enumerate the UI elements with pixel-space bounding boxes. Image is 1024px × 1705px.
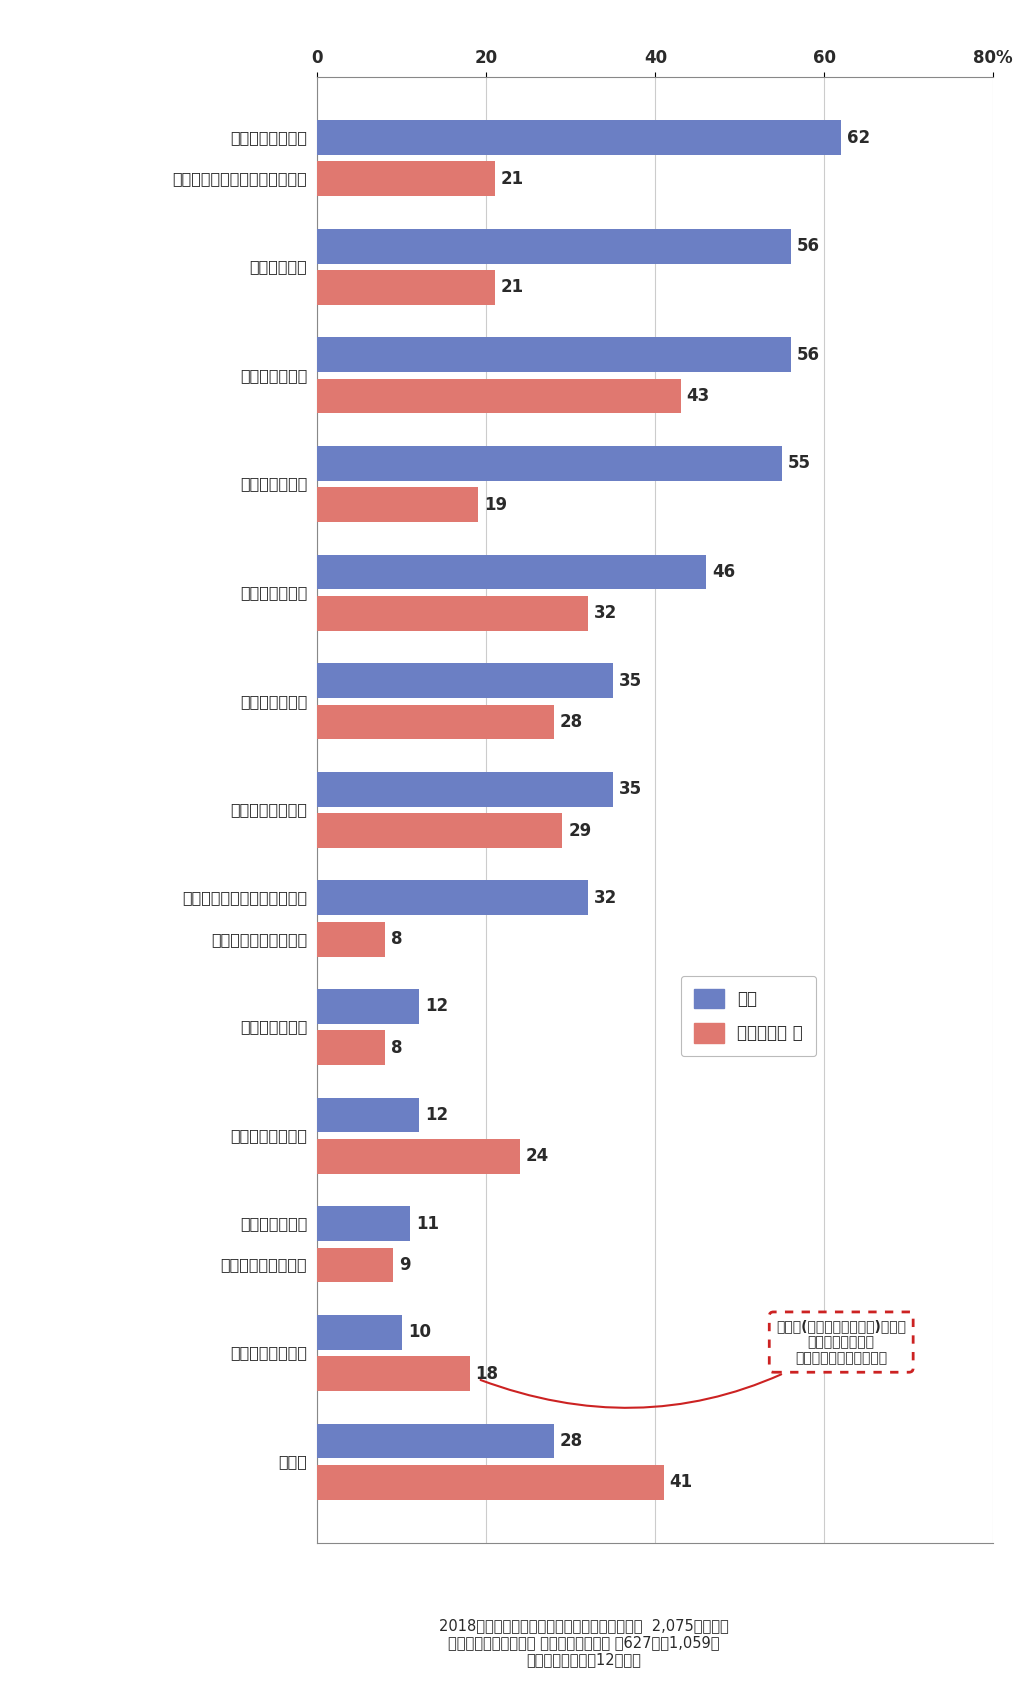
Text: 11: 11 [417,1214,439,1233]
Bar [317,379,681,413]
Text: 車で移動できない: 車で移動できない [230,1345,307,1361]
Text: 食料品の確保: 食料品の確保 [250,259,307,275]
Text: 8: 8 [391,931,402,948]
Bar [317,663,613,697]
Text: 暑さや寒さの対策: 暑さや寒さの対策 [230,1129,307,1144]
Bar [317,1139,520,1173]
Bar [317,1098,419,1132]
Text: 洗濯ができない: 洗濯ができない [240,585,307,600]
Text: 28: 28 [560,713,583,731]
Text: 21: 21 [501,278,524,297]
Text: 29: 29 [568,822,592,839]
Text: 12: 12 [425,1107,447,1124]
Text: ・家屋(屋根、ベランダ等)の破損
・雨漏り、水浸し
・修理に来てもらえない: ・家屋(屋根、ベランダ等)の破損 ・雨漏り、水浸し ・修理に来てもらえない [480,1320,906,1408]
Bar [317,162,495,196]
Bar [317,554,707,590]
Bar [317,1207,411,1241]
Text: 12: 12 [425,997,447,1016]
Text: 乳幼児や介護が: 乳幼児や介護が [240,1216,307,1231]
Text: などの生活用品の入手: などの生活用品の入手 [211,931,307,946]
Text: 電話や携帯電話が: 電話や携帯電話が [230,130,307,145]
Bar [317,597,588,631]
Text: 43: 43 [687,387,710,406]
Text: 19: 19 [484,496,507,513]
Text: トイレットペーパー・乾電池: トイレットペーパー・乾電池 [182,890,307,905]
Text: 56: 56 [797,346,819,363]
Bar [317,338,791,372]
Text: 18: 18 [475,1364,499,1383]
Text: 8: 8 [391,1038,402,1057]
Text: 情報からの遮断: 情報からの遮断 [240,476,307,491]
Text: 2018年に被災経験のある「くらしの研究」読者  2,075人のうち
「地震」「台風・豪雨 等」で被災した人 各627人、1,059人
（複数回答／上位12項目: 2018年に被災経験のある「くらしの研究」読者 2,075人のうち 「地震」「台… [439,1618,728,1667]
Text: 28: 28 [560,1432,583,1449]
Text: 21: 21 [501,170,524,188]
Legend: 地震, 台風・豪雨 等: 地震, 台風・豪雨 等 [681,975,816,1055]
Bar [317,1248,393,1282]
Text: 41: 41 [670,1473,693,1492]
Text: 46: 46 [712,563,735,581]
Text: 32: 32 [594,604,616,622]
Bar [317,989,419,1023]
Bar [317,488,478,522]
Bar [317,447,782,481]
Bar [317,704,554,740]
Text: 必要な人の健康管理: 必要な人の健康管理 [221,1258,307,1272]
Bar [317,880,588,916]
Bar [317,1030,385,1066]
Text: 10: 10 [408,1323,431,1342]
Text: 9: 9 [399,1257,411,1274]
Bar [317,813,562,847]
Text: 35: 35 [620,781,642,798]
Bar [317,772,613,806]
Text: ガスが使えない: ガスが使えない [240,1020,307,1035]
Text: 飲料水・水の確保: 飲料水・水の確保 [230,803,307,817]
Bar [317,119,841,155]
Text: 56: 56 [797,237,819,256]
Text: 35: 35 [620,672,642,689]
Text: 55: 55 [788,455,811,472]
Bar [317,1465,664,1500]
Bar [317,1315,401,1350]
Bar [317,269,495,305]
Text: 調理ができない: 調理ができない [240,694,307,709]
Text: 62: 62 [847,128,870,147]
Bar [317,228,791,264]
Bar [317,1355,469,1391]
Text: お風呂やトイレ: お風呂やトイレ [240,368,307,384]
Text: その他: その他 [279,1454,307,1470]
Text: つながらない、連絡が取れない: つながらない、連絡が取れない [173,170,307,186]
Text: 24: 24 [526,1147,549,1165]
Bar [317,922,385,957]
Text: 32: 32 [594,888,616,907]
Bar [317,1424,554,1458]
